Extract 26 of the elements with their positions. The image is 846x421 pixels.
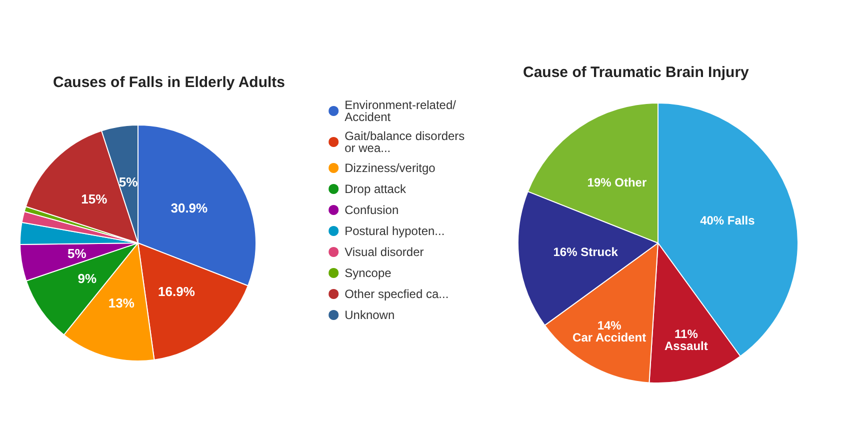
- chart-title: Cause of Traumatic Brain Injury: [523, 64, 750, 81]
- slice-label: Assault: [664, 338, 708, 353]
- legend-label: Gait/balance disorders or wea...: [344, 129, 468, 155]
- data-label: 14%: [597, 318, 622, 333]
- legend-label: Other specfied ca...: [344, 287, 449, 301]
- data-label: 16.9%: [158, 284, 196, 300]
- data-label: 11%: [674, 326, 698, 341]
- legend-label: Confusion: [344, 203, 399, 217]
- slice-label: 40% Falls: [700, 213, 756, 228]
- slice-label: Car Accident: [572, 330, 646, 345]
- legend-label: Environment-related/Accident: [344, 98, 457, 124]
- chart-title: Causes of Falls in Elderly Adults: [53, 74, 286, 91]
- slice-label: 19% Other: [587, 176, 647, 190]
- data-label: 5%: [67, 246, 87, 261]
- legend-label: Drop attack: [344, 182, 407, 196]
- legend-label: Postural hypoten...: [344, 224, 445, 238]
- legend-label: Visual disorder: [344, 245, 424, 259]
- legend-label: Syncope: [344, 266, 392, 280]
- legend-label: Unknown: [344, 308, 395, 322]
- data-label: 5%: [118, 174, 138, 190]
- slice-label: 16% Struck: [553, 245, 618, 260]
- data-label: 15%: [81, 192, 108, 207]
- data-label: 9%: [78, 270, 97, 286]
- data-label: 30.9%: [170, 200, 208, 216]
- legend-label: Dizziness/veritgo: [344, 161, 436, 175]
- data-label: 13%: [108, 295, 135, 310]
